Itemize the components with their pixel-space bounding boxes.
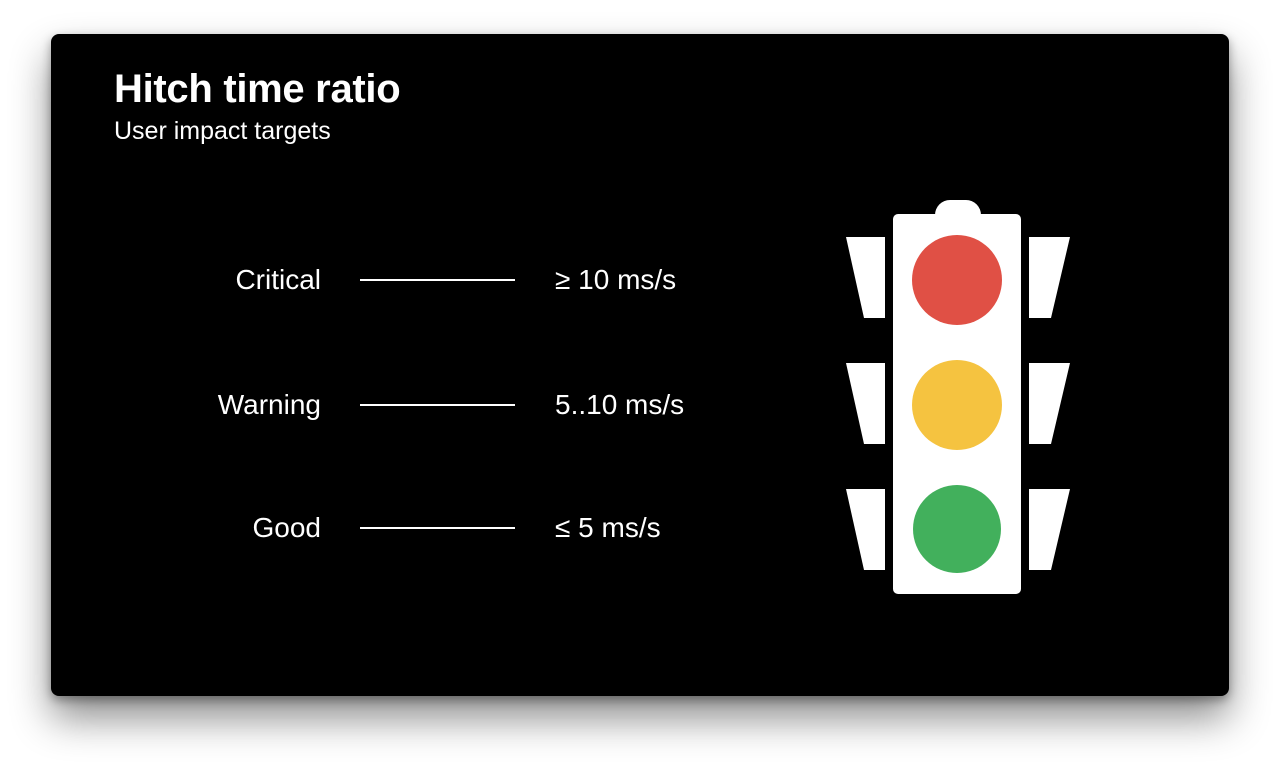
level-connector-line bbox=[360, 404, 515, 406]
level-value-warning: 5..10 ms/s bbox=[555, 389, 685, 420]
level-row-critical: Critical ≥ 10 ms/s bbox=[51, 260, 751, 300]
yellow-lamp bbox=[912, 360, 1002, 450]
traffic-light-icon bbox=[846, 200, 1070, 594]
green-lamp bbox=[913, 485, 1001, 573]
red-lamp bbox=[912, 235, 1002, 325]
level-value-good: ≤ 5 ms/s bbox=[555, 512, 661, 543]
slide: Hitch time ratio User impact targets Cri… bbox=[51, 34, 1229, 696]
slide-subtitle: User impact targets bbox=[114, 117, 331, 145]
level-value-critical: ≥ 10 ms/s bbox=[555, 264, 677, 295]
slide-title: Hitch time ratio bbox=[114, 67, 401, 111]
level-row-good: Good ≤ 5 ms/s bbox=[51, 508, 751, 548]
level-row-warning: Warning 5..10 ms/s bbox=[51, 385, 751, 425]
level-connector-line bbox=[360, 527, 515, 529]
level-label-warning: Warning bbox=[217, 389, 321, 420]
level-label-good: Good bbox=[252, 512, 322, 543]
level-connector-line bbox=[360, 279, 515, 281]
level-label-critical: Critical bbox=[235, 264, 321, 295]
